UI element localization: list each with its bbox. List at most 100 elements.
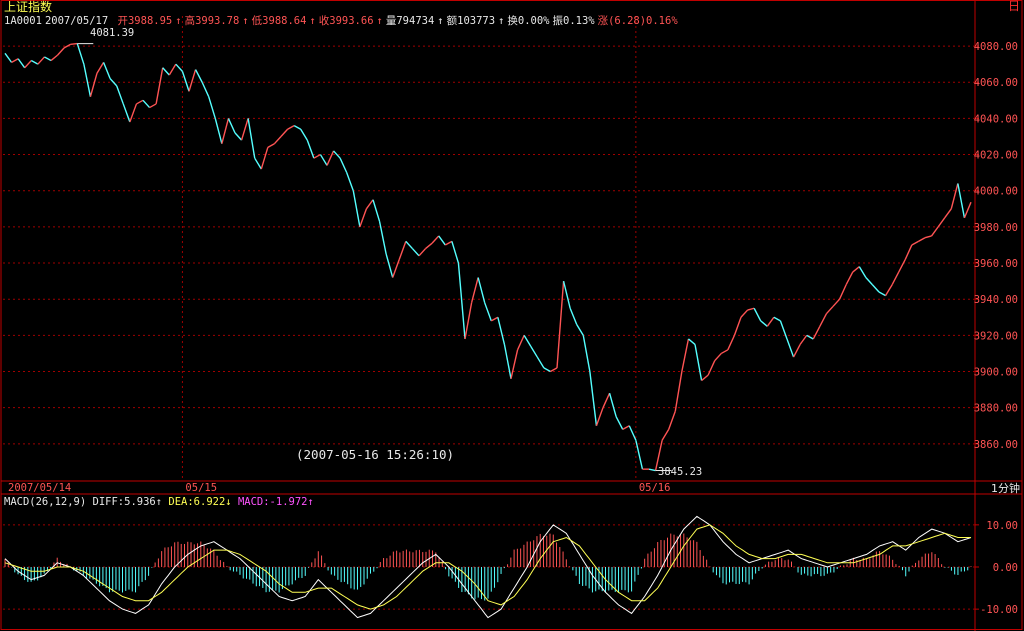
- price-segment: [819, 313, 828, 327]
- price-segment: [503, 344, 512, 379]
- price-segment: [747, 307, 755, 311]
- time-tick-label: 05/16: [639, 482, 671, 494]
- price-segment: [858, 266, 867, 278]
- price-segment: [523, 334, 532, 347]
- price-tick-label: 3860.00: [974, 439, 1018, 451]
- price-segment: [385, 253, 394, 278]
- price-segment: [707, 360, 716, 376]
- price-segment: [766, 316, 775, 327]
- price-segment: [576, 324, 584, 336]
- price-tick-label: 3980.00: [974, 222, 1018, 234]
- price-segment: [681, 338, 690, 372]
- price-tick-label: 3920.00: [974, 330, 1018, 342]
- price-segment: [957, 183, 966, 218]
- price-segment: [668, 411, 676, 430]
- price-segment: [194, 69, 203, 83]
- price-segment: [260, 147, 269, 170]
- price-segment: [201, 81, 210, 97]
- price-segment: [24, 60, 32, 69]
- price-segment: [884, 284, 893, 296]
- price-segment: [122, 103, 131, 123]
- price-segment: [740, 309, 749, 318]
- price-segment: [904, 244, 913, 260]
- down-arrow: ↓: [225, 496, 232, 508]
- price-segment: [425, 242, 433, 250]
- price-tick-label: 3960.00: [974, 258, 1018, 270]
- price-segment: [392, 259, 400, 278]
- high-price: 高3993.78: [184, 15, 240, 27]
- price-segment: [589, 371, 598, 426]
- amplitude: 振0.13%: [552, 15, 595, 27]
- price-segment: [378, 221, 387, 255]
- price-tick-label: 4080.00: [974, 41, 1018, 53]
- price-segment: [136, 99, 144, 105]
- price-segment: [635, 440, 644, 470]
- volume: 量794734: [385, 15, 435, 27]
- dea-line: [4, 524, 971, 610]
- period-day-label[interactable]: 日: [1007, 0, 1020, 13]
- price-segment: [37, 56, 45, 65]
- price-segment: [484, 302, 492, 322]
- price-segment: [240, 118, 249, 141]
- amount: 额103773: [446, 15, 496, 27]
- price-segment: [733, 317, 742, 336]
- price-segment: [825, 305, 834, 315]
- price-segment: [280, 128, 289, 137]
- price-segment: [11, 58, 19, 63]
- macd-tick-label: 10.00: [986, 520, 1018, 532]
- price-segment: [57, 47, 65, 56]
- price-segment: [155, 67, 164, 105]
- price-segment: [812, 325, 821, 340]
- price-segment: [306, 139, 315, 159]
- price-segment: [569, 307, 578, 325]
- price-segment: [247, 118, 256, 159]
- price-segment: [694, 344, 703, 381]
- price-segment: [142, 99, 151, 109]
- price-segment: [418, 248, 427, 257]
- price-segment: [4, 52, 13, 63]
- price-segment: [477, 277, 486, 303]
- price-segment: [181, 71, 190, 92]
- price-segment: [287, 125, 295, 130]
- price-segment: [654, 440, 663, 471]
- price-segment: [352, 190, 361, 228]
- price-segment: [359, 208, 368, 228]
- price-segment: [116, 85, 124, 105]
- price-segment: [313, 153, 321, 159]
- macd-info-bar: MACD(26,12,9) DIFF:5.936↑ DEA:6.922↓ MAC…: [4, 496, 314, 509]
- price-tick-label: 3900.00: [974, 367, 1018, 379]
- price-segment: [326, 150, 335, 166]
- price-segment: [852, 266, 860, 273]
- price-segment: [451, 241, 460, 264]
- price-segment: [431, 235, 440, 244]
- price-tick-label: 3880.00: [974, 403, 1018, 415]
- price-tick-label: 4020.00: [974, 150, 1018, 162]
- price-change: 涨(6.28)0.16%: [597, 15, 678, 27]
- price-segment: [944, 208, 952, 219]
- price-segment: [17, 58, 26, 69]
- price-segment: [254, 157, 262, 170]
- cursor-timestamp: (2007-05-16 15:26:10): [296, 447, 455, 462]
- price-segment: [543, 367, 551, 373]
- price-segment: [871, 284, 880, 293]
- period-label[interactable]: 1分钟: [991, 482, 1020, 495]
- price-segment: [608, 393, 617, 417]
- price-segment: [720, 349, 729, 355]
- diff-line: [4, 515, 972, 619]
- price-segment: [76, 43, 85, 65]
- price-segment: [109, 78, 118, 87]
- low-price: 低3988.64: [251, 15, 307, 27]
- price-segment: [273, 136, 282, 145]
- price-segment: [497, 317, 506, 345]
- up-arrow: ↑: [376, 15, 383, 27]
- up-arrow: ↑: [242, 15, 249, 27]
- quote-info-bar: 1A0001 2007/05/17 开3988.95 ↑ 高3993.78 ↑ 低3988…: [4, 15, 681, 28]
- turnover: 换0.00%: [507, 15, 550, 27]
- price-segment: [102, 62, 111, 79]
- price-segment: [83, 64, 92, 97]
- time-tick-label: 05/15: [185, 482, 217, 494]
- price-segment: [208, 96, 216, 119]
- price-segment: [687, 338, 696, 345]
